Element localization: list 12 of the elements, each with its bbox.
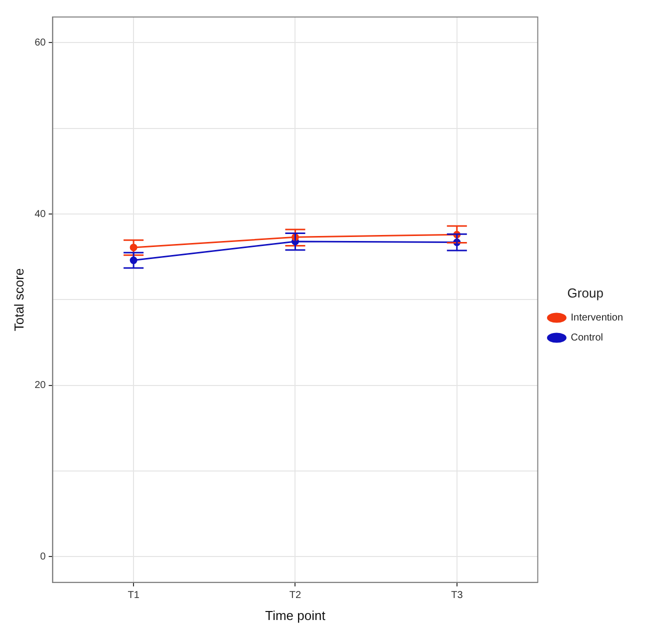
x-axis-title: Time point [265, 608, 326, 623]
legend-label: Control [570, 332, 603, 344]
x-tick-label: T2 [289, 590, 302, 602]
y-tick-label: 0 [40, 551, 46, 562]
legend-title: Group [567, 285, 604, 300]
y-tick-label: 40 [34, 208, 46, 220]
y-tick-label: 60 [34, 37, 46, 48]
x-tick-label: T1 [128, 590, 140, 602]
y-axis-title: Total score [11, 268, 26, 332]
x-tick-label: T3 [451, 590, 464, 602]
legend-label: Intervention [570, 312, 624, 324]
y-tick-label: 20 [34, 380, 46, 392]
